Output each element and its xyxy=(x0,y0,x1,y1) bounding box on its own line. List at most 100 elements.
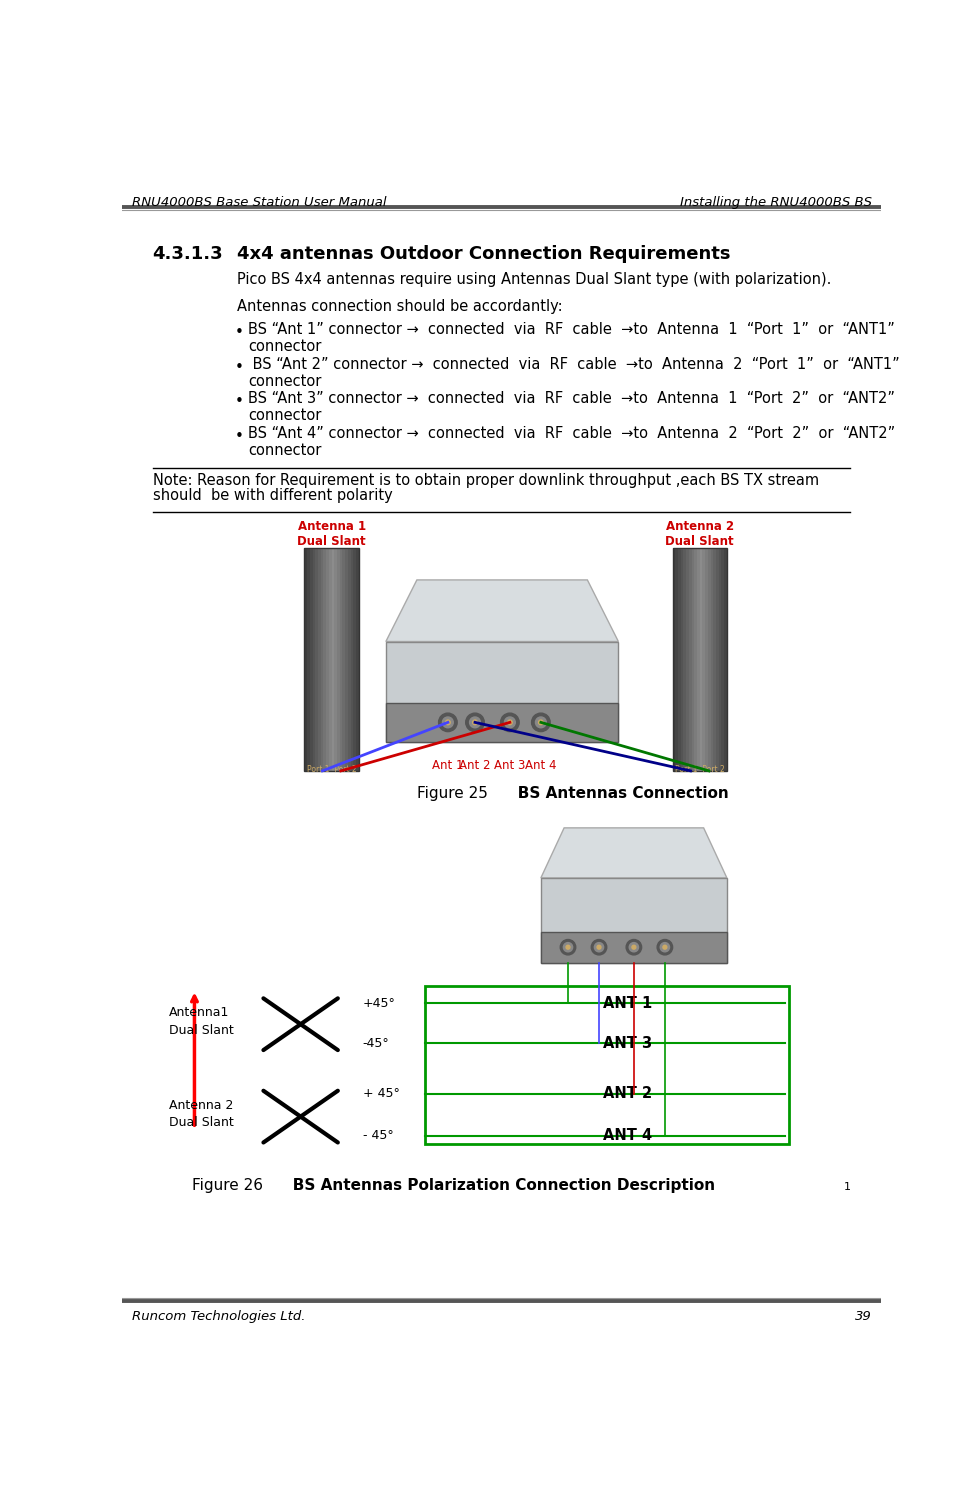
Circle shape xyxy=(531,714,550,732)
Text: ANT 3: ANT 3 xyxy=(602,1035,651,1052)
Text: •: • xyxy=(235,359,244,374)
Text: •: • xyxy=(235,325,244,340)
Text: •: • xyxy=(235,429,244,444)
Text: 4x4 antennas Outdoor Connection Requirements: 4x4 antennas Outdoor Connection Requirem… xyxy=(237,245,730,263)
Bar xyxy=(672,548,675,770)
Circle shape xyxy=(504,717,514,727)
Bar xyxy=(540,932,726,962)
Bar xyxy=(310,548,312,770)
Circle shape xyxy=(659,942,669,951)
Bar xyxy=(675,548,678,770)
Bar xyxy=(385,703,618,742)
Bar xyxy=(689,548,690,770)
Bar xyxy=(718,548,721,770)
Bar xyxy=(326,548,329,770)
Text: BS “Ant 1” connector →  connected  via  RF  cable  →to  Antenna  1  “Port  1”  o: BS “Ant 1” connector → connected via RF … xyxy=(247,322,894,337)
Circle shape xyxy=(565,945,569,948)
Bar xyxy=(704,548,707,770)
Circle shape xyxy=(662,945,666,948)
Text: BS “Ant 4” connector →  connected  via  RF  cable  →to  Antenna  2  “Port  2”  o: BS “Ant 4” connector → connected via RF … xyxy=(247,426,894,441)
Bar xyxy=(710,548,713,770)
Text: Ant 4: Ant 4 xyxy=(524,758,556,772)
Circle shape xyxy=(500,714,518,732)
Circle shape xyxy=(445,720,450,724)
Polygon shape xyxy=(385,580,618,642)
Bar xyxy=(680,548,683,770)
Bar xyxy=(353,548,356,770)
Bar xyxy=(334,548,336,770)
Bar xyxy=(696,548,699,770)
Text: - 45°: - 45° xyxy=(362,1129,393,1143)
Text: 4.3.1.3: 4.3.1.3 xyxy=(152,245,222,263)
Bar xyxy=(342,548,345,770)
Bar xyxy=(699,548,702,770)
Bar xyxy=(304,548,358,770)
Bar xyxy=(304,548,307,770)
Circle shape xyxy=(597,945,600,948)
Bar xyxy=(678,548,680,770)
Circle shape xyxy=(656,939,672,954)
Bar xyxy=(323,548,326,770)
Bar xyxy=(336,548,339,770)
Text: -45°: -45° xyxy=(362,1037,389,1050)
Bar xyxy=(715,548,718,770)
Bar xyxy=(356,548,358,770)
Circle shape xyxy=(507,720,511,724)
Text: Port 1  Port 2: Port 1 Port 2 xyxy=(306,764,356,773)
Bar xyxy=(347,548,350,770)
Bar xyxy=(721,548,724,770)
Bar xyxy=(693,548,696,770)
Text: should  be with different polarity: should be with different polarity xyxy=(154,488,393,503)
Bar xyxy=(339,548,342,770)
Circle shape xyxy=(631,945,635,948)
Bar xyxy=(321,548,323,770)
Text: 1: 1 xyxy=(843,1182,850,1192)
Text: ANT 4: ANT 4 xyxy=(602,1128,651,1143)
Text: connector: connector xyxy=(247,443,321,458)
Text: connector: connector xyxy=(247,340,321,355)
Polygon shape xyxy=(540,827,726,878)
Circle shape xyxy=(629,942,638,951)
Bar xyxy=(345,548,347,770)
Text: Runcom Technologies Ltd.: Runcom Technologies Ltd. xyxy=(131,1310,305,1322)
Text: 39: 39 xyxy=(854,1310,871,1322)
Text: connector: connector xyxy=(247,408,321,423)
Bar xyxy=(540,878,726,962)
Circle shape xyxy=(469,717,480,727)
Bar xyxy=(707,548,710,770)
Circle shape xyxy=(472,720,477,724)
Text: Pico BS 4x4 antennas require using Antennas Dual Slant type (with polarization).: Pico BS 4x4 antennas require using Anten… xyxy=(237,272,830,287)
Text: ANT 1: ANT 1 xyxy=(602,996,651,1011)
Text: Ant 2: Ant 2 xyxy=(459,758,490,772)
Text: •: • xyxy=(235,395,244,410)
Text: Antenna 1
Dual Slant: Antenna 1 Dual Slant xyxy=(297,521,366,548)
Bar xyxy=(686,548,689,770)
Circle shape xyxy=(535,717,546,727)
Circle shape xyxy=(438,714,457,732)
Text: Ant 3: Ant 3 xyxy=(494,758,525,772)
Text: connector: connector xyxy=(247,374,321,389)
Bar xyxy=(672,548,726,770)
Bar xyxy=(683,548,686,770)
Text: RNU4000BS Base Station User Manual: RNU4000BS Base Station User Manual xyxy=(131,196,385,209)
Text: Antenna 2
Dual Slant: Antenna 2 Dual Slant xyxy=(168,1100,234,1129)
Bar xyxy=(350,548,353,770)
Bar xyxy=(318,548,321,770)
Bar xyxy=(329,548,332,770)
Circle shape xyxy=(591,939,606,954)
Text: BS Antennas Connection: BS Antennas Connection xyxy=(502,785,729,800)
Text: BS Antennas Polarization Connection Description: BS Antennas Polarization Connection Desc… xyxy=(277,1179,715,1194)
Bar xyxy=(307,548,310,770)
Circle shape xyxy=(466,714,484,732)
Bar xyxy=(424,986,788,1143)
Text: Antenna 2
Dual Slant: Antenna 2 Dual Slant xyxy=(665,521,734,548)
Text: Port 1  Port 2: Port 1 Port 2 xyxy=(674,764,724,773)
Text: Installing the RNU4000BS BS: Installing the RNU4000BS BS xyxy=(679,196,871,209)
Bar xyxy=(332,548,334,770)
Text: +45°: +45° xyxy=(362,996,395,1010)
Text: BS “Ant 3” connector →  connected  via  RF  cable  →to  Antenna  1  “Port  2”  o: BS “Ant 3” connector → connected via RF … xyxy=(247,392,894,407)
Bar xyxy=(315,548,318,770)
Text: BS “Ant 2” connector →  connected  via  RF  cable  →to  Antenna  2  “Port  1”  o: BS “Ant 2” connector → connected via RF … xyxy=(247,356,899,371)
Bar xyxy=(702,548,704,770)
Text: Note: Reason for Requirement is to obtain proper downlink throughput ,each BS TX: Note: Reason for Requirement is to obtai… xyxy=(154,473,819,488)
